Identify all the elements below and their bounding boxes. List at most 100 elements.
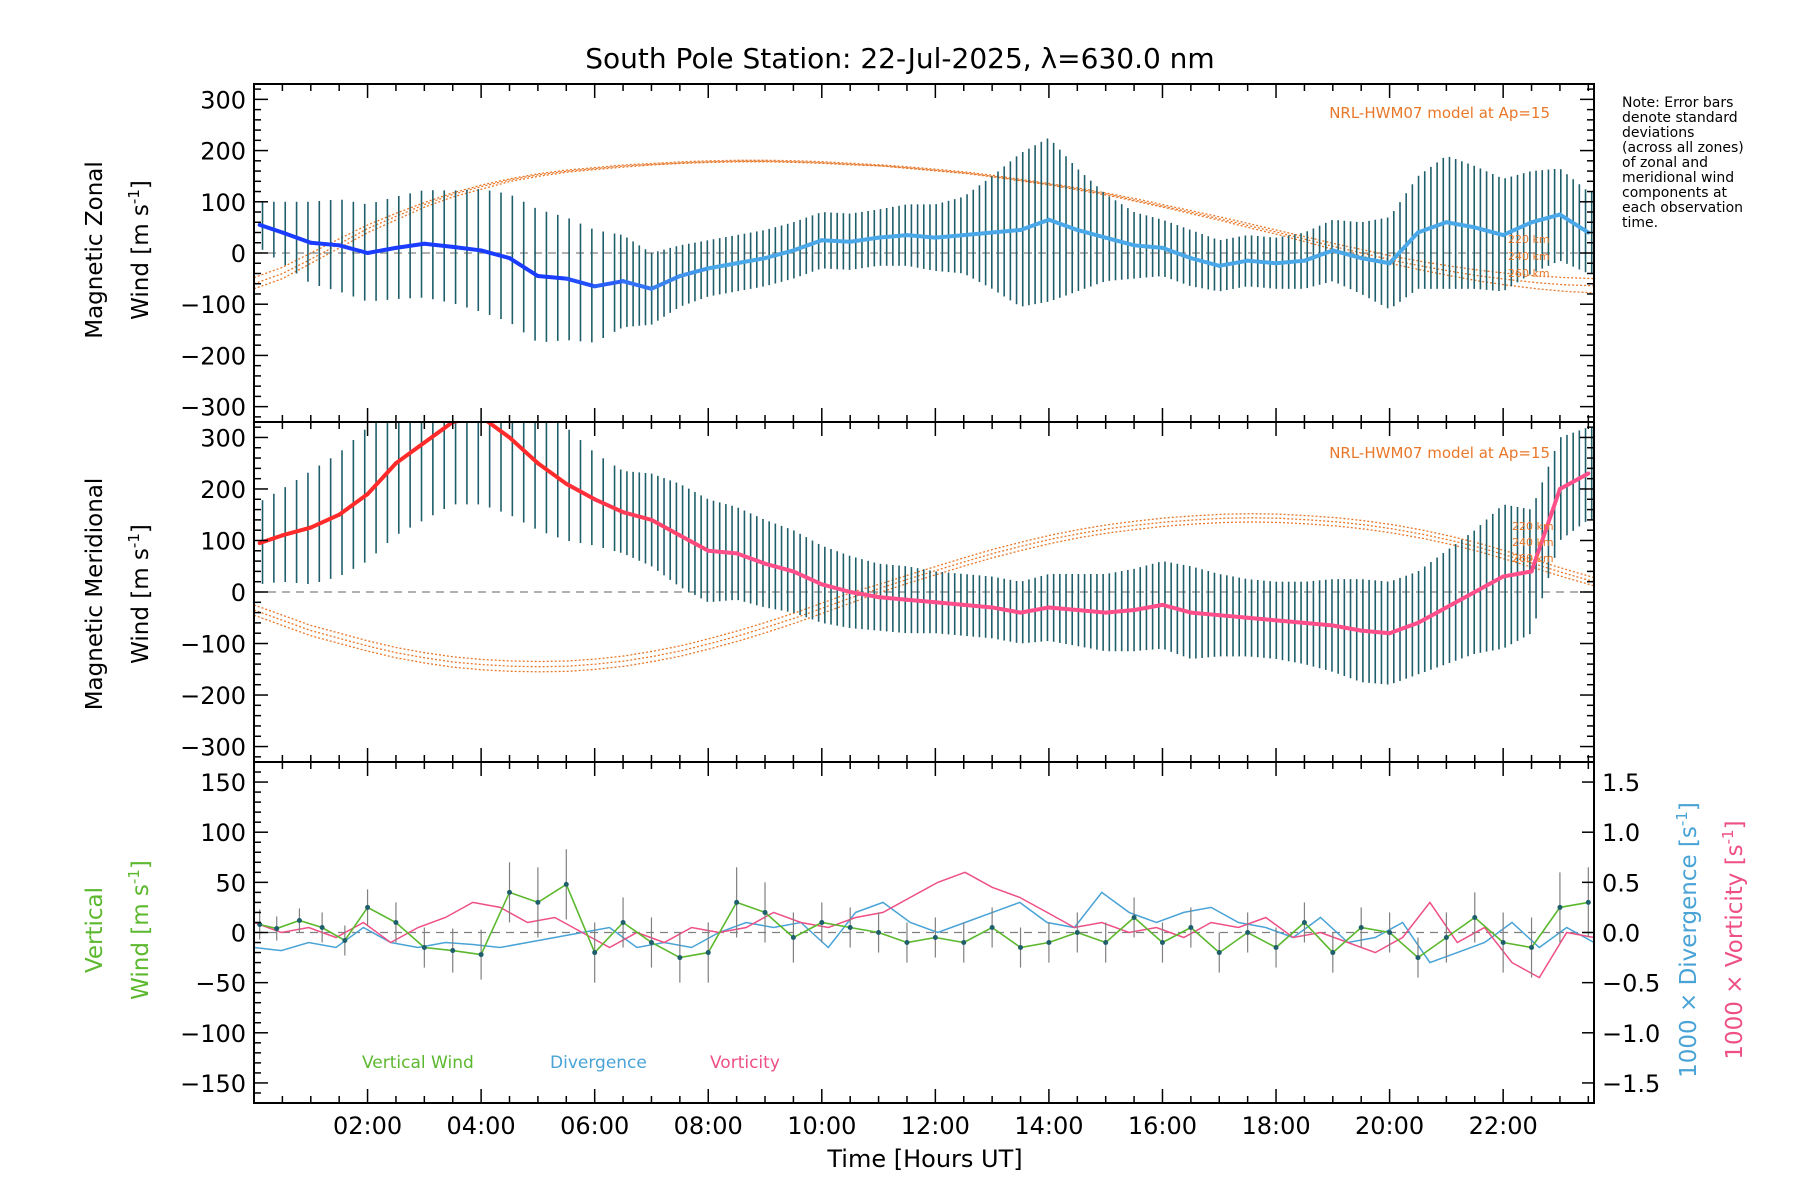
wind-line-segment <box>961 602 995 610</box>
vertical-ylabel-close: ] <box>128 860 154 869</box>
wind-line-segment <box>257 222 285 235</box>
wind-line-segment <box>1387 620 1420 636</box>
vertical-wind-point <box>507 889 513 895</box>
meridional-ylabel-line2: Wind [m s-1] <box>125 524 154 664</box>
vertical-panel: −1.5 −1.0 −0.5 0.0 0.5 1.0 1.5 −150 −100 −50 0 50 10… <box>180 761 1660 1104</box>
vertical-wind-point <box>1074 930 1080 935</box>
vertical-ylabel-line1: Vertical <box>82 887 108 973</box>
meridional-ylabel-line1: Magnetic Meridional <box>82 478 108 711</box>
x-tick-label: 20:00 <box>1355 1112 1424 1140</box>
meridional-ylabel-sup: -1 <box>125 533 143 548</box>
y2-tick-label: −0.5 <box>1602 970 1660 998</box>
divergence-y2label-close: ] <box>1676 802 1702 811</box>
vertical-wind-point <box>734 899 740 905</box>
wind-line-segment <box>564 276 597 289</box>
wind-line-segment <box>280 525 313 538</box>
vertical-wind-point <box>904 940 910 946</box>
zonal-ylabel-unit: Wind [m s <box>128 204 154 320</box>
y-tick-label: −150 <box>180 1070 246 1098</box>
wind-line-segment <box>365 245 398 255</box>
wind-line-segment <box>1330 623 1364 633</box>
wind-line-segment <box>1444 590 1477 610</box>
wind-line-segment <box>848 590 881 600</box>
wind-line-segment <box>257 533 285 546</box>
vertical-wind-point <box>1472 914 1478 920</box>
vertical-wind-point <box>1500 940 1506 946</box>
vertical-wind-point <box>705 950 711 956</box>
wind-line-segment <box>1018 605 1051 615</box>
wind-line-segment <box>1529 212 1562 225</box>
wind-line-segment <box>393 440 427 466</box>
y-tick-label: −100 <box>180 291 246 319</box>
wind-line-segment <box>1103 608 1137 615</box>
plot-area <box>254 849 1594 983</box>
wind-line-segment <box>1217 258 1250 268</box>
wind-line-segment <box>337 492 370 517</box>
wind-line-segment <box>1018 217 1051 232</box>
zonal-hwm-alt-220: 220 km <box>1508 233 1550 246</box>
divergence-y2label: 1000 × Divergence [s-1] <box>1673 802 1702 1078</box>
vertical-wind-point <box>274 925 280 931</box>
vertical-wind-point <box>1018 945 1024 951</box>
y-tick-label: −50 <box>195 970 246 998</box>
vertical-wind-point <box>1443 935 1449 941</box>
wind-line-segment <box>734 256 768 266</box>
vertical-wind-point <box>790 935 796 941</box>
divergence-y2label-text: 1000 × Divergence [s <box>1676 826 1702 1078</box>
y-tick-label: −300 <box>180 734 246 762</box>
vertical-wind-point <box>1387 930 1393 935</box>
vorticity-y2label: 1000 × Vorticity [s-1] <box>1719 820 1748 1059</box>
wind-line-segment <box>1472 574 1506 594</box>
wind-line-segment <box>1302 620 1335 628</box>
x-tick-label: 06:00 <box>560 1112 629 1140</box>
hwm-curve <box>254 521 1594 673</box>
wind-line-segment <box>308 240 342 248</box>
x-tick-label: 12:00 <box>901 1112 970 1140</box>
note-line: denote standard <box>1622 110 1738 126</box>
wind-line-segment <box>1245 258 1279 266</box>
wind-line-segment <box>337 243 370 255</box>
wind-line-segment <box>990 227 1023 235</box>
legend-vertical-wind: Vertical Wind <box>362 1053 474 1073</box>
vertical-wind-point <box>819 919 825 925</box>
vertical-ylabel-sup: -1 <box>125 869 143 884</box>
wind-line-segment <box>365 461 398 497</box>
wind-line-segment <box>450 244 484 253</box>
wind-line-segment <box>422 422 455 445</box>
wind-line-segment <box>1501 220 1534 238</box>
y-tick-label: −200 <box>180 682 246 710</box>
vertical-wind-point <box>393 919 399 925</box>
wind-line-segment <box>763 561 796 574</box>
vorticity-y2label-text: 1000 × Vorticity [s <box>1722 844 1748 1059</box>
wind-line-segment <box>1302 248 1335 263</box>
wind-line-segment <box>1274 258 1307 266</box>
wind-line-segment <box>1160 245 1193 261</box>
wind-line-segment <box>564 481 597 502</box>
wind-line-segment <box>1075 608 1108 615</box>
vertical-wind-point <box>876 930 882 935</box>
wind-line-segment <box>1359 628 1392 636</box>
wind-line-segment <box>1444 220 1477 230</box>
wind-line-segment <box>507 256 540 279</box>
hwm-curve <box>254 159 1594 280</box>
wind-line-segment <box>649 274 682 291</box>
vertical-wind-point <box>1415 955 1421 961</box>
x-tick-label: 14:00 <box>1014 1112 1083 1140</box>
wind-line-segment <box>791 569 824 587</box>
wind-line-segment <box>1046 605 1080 613</box>
x-tick-label: 08:00 <box>674 1112 743 1140</box>
error-bars <box>259 849 1589 983</box>
vertical-wind-point <box>677 955 683 961</box>
wind-line-segment <box>393 241 427 250</box>
vorticity-line <box>254 871 1594 979</box>
wind-line-segment <box>819 582 853 594</box>
vertical-wind-point <box>1159 940 1165 946</box>
wind-line-segment <box>1075 227 1108 240</box>
x-tick-labels: 02:00 04:00 06:00 08:00 10:00 12:00 14:00 16:00… <box>333 1112 1538 1140</box>
x-tick-label: 04:00 <box>447 1112 516 1140</box>
wind-line-segment <box>592 279 626 289</box>
wind-line-segment <box>876 595 909 602</box>
wind-line-segment <box>990 605 1023 615</box>
wind-line-segment <box>1217 613 1250 620</box>
meridional-hwm-alt-240: 240 km <box>1512 536 1554 549</box>
